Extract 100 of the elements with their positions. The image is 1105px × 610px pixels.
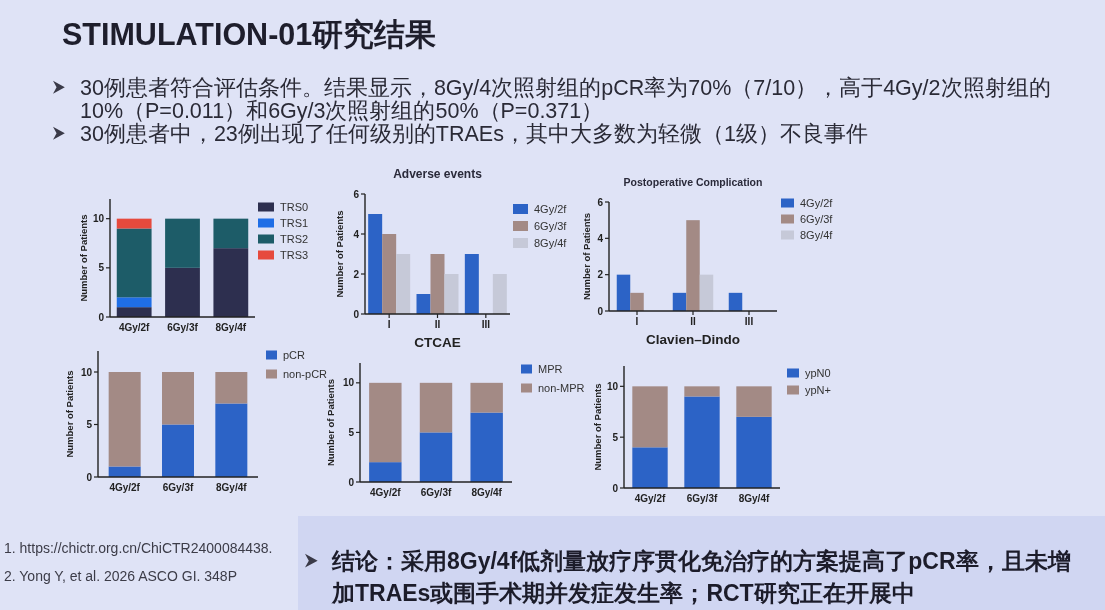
bar (369, 462, 402, 482)
x-tick-label: 8Gy/4f (471, 487, 503, 498)
bar (116, 228, 152, 298)
x-tick-label: I (387, 319, 391, 330)
y-tick-label: 10 (92, 213, 105, 225)
bar (213, 248, 249, 317)
bar (369, 382, 402, 463)
x-tick-label: II (434, 319, 441, 330)
bar (492, 274, 507, 314)
chart-title: Adverse events (393, 167, 483, 181)
legend-label: non-pCR (283, 368, 328, 380)
y-tick-label: 10 (606, 380, 619, 392)
x-tick-label: III (481, 319, 491, 330)
x-tick-label: 8Gy/4f (215, 322, 247, 333)
x-tick-label: III (744, 316, 754, 327)
x-tick-label: 4Gy/2f (109, 482, 141, 493)
y-tick-label: 0 (86, 471, 93, 483)
bar (464, 254, 479, 314)
bar (165, 218, 200, 268)
x-axis-title: Clavien–Dindo (646, 332, 740, 347)
legend-label: non-MPR (538, 382, 585, 394)
legend-label: TRS1 (280, 217, 309, 229)
bar (116, 297, 152, 308)
bar (632, 386, 668, 448)
bar (213, 218, 249, 249)
y-tick-label: 0 (98, 311, 105, 323)
text: 1. https://chictr.org.cn/ChiCTR2400084438. (4, 540, 273, 556)
x-tick-label: 4Gy/2f (370, 487, 402, 498)
bar (116, 218, 152, 229)
x-axis-title: CTCAE (414, 335, 461, 350)
x-tick-label: 4Gy/2f (118, 322, 151, 333)
bar (368, 214, 383, 314)
x-tick-label: 4Gy/2f (634, 493, 666, 504)
bar (162, 372, 194, 425)
chart-title: Postoperative Complication (623, 176, 763, 188)
y-tick-label: 0 (597, 305, 604, 317)
y-tick-label: 0 (353, 308, 360, 320)
bar (684, 386, 720, 397)
y-axis-title: Number of Patients (334, 210, 345, 298)
bar (736, 386, 772, 417)
y-tick-label: 4 (597, 232, 604, 244)
x-tick-label: 6Gy/3f (162, 482, 194, 493)
legend-label: 4Gy/2f (800, 197, 834, 209)
y-tick-label: 2 (597, 269, 604, 281)
bar (419, 382, 453, 433)
y-tick-label: 4 (353, 228, 360, 240)
y-axis-title: Number of Patients (325, 378, 336, 467)
bar (165, 267, 200, 317)
bar (215, 372, 248, 404)
bar (736, 416, 772, 488)
x-tick-label: 6Gy/3f (420, 487, 452, 498)
legend-label: ypN+ (805, 384, 831, 396)
legend-label: 6Gy/3f (534, 220, 568, 232)
bar (684, 396, 720, 488)
text: 30例患者中，23例出现了任何级别的TRAEs，其中大多数为轻微（1级）不良事件 (80, 122, 868, 146)
bar (686, 220, 700, 311)
legend-label: 6Gy/3f (800, 213, 834, 225)
y-tick-label: 0 (612, 482, 619, 494)
bar (632, 447, 668, 488)
legend-label: pCR (283, 349, 306, 361)
legend-label: 8Gy/4f (800, 229, 834, 241)
y-axis-title: Number of Patients (592, 383, 603, 471)
legend-label: TRS3 (280, 249, 309, 261)
y-tick-label: 2 (353, 268, 360, 280)
y-tick-label: 6 (597, 196, 604, 208)
bar (162, 424, 194, 477)
bar (116, 307, 152, 317)
y-axis-title: Number of Patients (78, 214, 89, 302)
bar (699, 274, 714, 311)
bar (728, 292, 743, 311)
bar (108, 372, 141, 467)
y-tick-label: 10 (342, 377, 355, 389)
legend-label: 8Gy/4f (534, 237, 568, 249)
y-tick-label: 5 (612, 431, 619, 443)
bar (382, 234, 397, 314)
bar (419, 432, 453, 482)
y-tick-label: 5 (86, 419, 93, 430)
x-tick-label: 6Gy/3f (686, 493, 718, 504)
bar (470, 412, 503, 482)
text: STIMULATION-01研究结果 (62, 17, 437, 51)
legend-label: ypN0 (805, 367, 831, 379)
x-tick-label: 8Gy/4f (738, 493, 770, 504)
y-tick-label: 6 (353, 188, 360, 200)
bar (416, 294, 431, 314)
y-tick-label: 0 (348, 476, 355, 488)
legend-label: MPR (538, 363, 563, 375)
bar (672, 292, 687, 311)
text: 30例患者符合评估条件。结果显示，8Gy/4次照射组的pCR率为70%（7/10），高于4Gy/2次照射组的10%（P=0.011）和6Gy/3次照射组的50%（P=0.371） (80, 76, 1051, 123)
x-tick-label: 6Gy/3f (167, 322, 199, 333)
legend-label: 4Gy/2f (534, 203, 568, 215)
x-tick-label: I (635, 316, 639, 327)
y-tick-label: 5 (348, 426, 355, 438)
bar (616, 274, 631, 311)
legend-label: TRS2 (280, 233, 309, 245)
bar (430, 254, 445, 314)
bar (396, 254, 411, 314)
bar (444, 274, 459, 314)
x-tick-label: II (690, 316, 696, 327)
y-tick-label: 10 (80, 366, 93, 378)
bar (215, 403, 248, 477)
